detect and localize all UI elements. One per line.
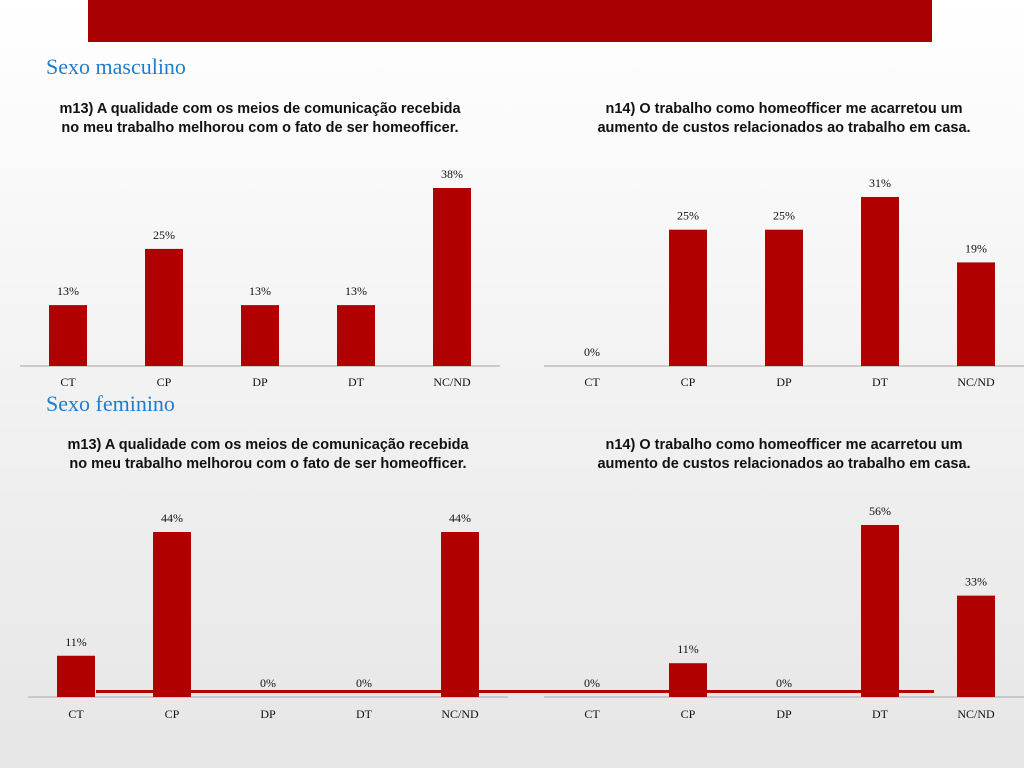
tick-label: DT <box>356 707 373 721</box>
tick-label: DT <box>872 375 889 389</box>
bar-cp <box>669 663 707 697</box>
top-banner <box>88 0 932 42</box>
data-label: 33% <box>965 575 987 589</box>
bar-nc-nd <box>441 532 479 697</box>
chart-title-male-m13: m13) A qualidade com os meios de comunic… <box>59 101 461 136</box>
data-label: 25% <box>677 209 699 223</box>
tick-label: CP <box>165 707 180 721</box>
tick-label: DP <box>260 707 276 721</box>
data-label: 31% <box>869 176 891 190</box>
bar-cp <box>669 229 707 366</box>
bar-cp <box>145 248 183 366</box>
data-label: 44% <box>449 511 471 525</box>
tick-label: CP <box>681 707 696 721</box>
data-label: 0% <box>356 676 372 690</box>
chart-title-female-n14: n14) O trabalho como homeofficer me acar… <box>597 437 971 472</box>
bar-nc-nd <box>957 595 995 697</box>
data-label: 0% <box>584 345 600 359</box>
tick-label: NC/ND <box>433 375 471 389</box>
bar-nc-nd <box>433 188 471 366</box>
data-label: 13% <box>345 284 367 298</box>
bar-cp <box>153 532 191 697</box>
bar-dp <box>241 305 279 366</box>
tick-label: CP <box>681 375 696 389</box>
bar-dp <box>765 229 803 366</box>
data-label: 0% <box>260 676 276 690</box>
section-title-female: Sexo feminino <box>46 391 175 416</box>
tick-label: CT <box>584 707 600 721</box>
tick-label: CT <box>60 375 76 389</box>
data-label: 11% <box>65 635 87 649</box>
data-label: 25% <box>773 209 795 223</box>
data-label: 0% <box>776 676 792 690</box>
bar-dt <box>861 197 899 366</box>
tick-label: CP <box>157 375 172 389</box>
tick-label: NC/ND <box>957 707 995 721</box>
tick-label: DT <box>872 707 889 721</box>
tick-label: DP <box>776 375 792 389</box>
chart-title-female-m13: m13) A qualidade com os meios de comunic… <box>67 437 469 472</box>
bar-nc-nd <box>957 262 995 366</box>
bar-dt <box>861 525 899 697</box>
accent-line <box>96 690 934 693</box>
data-label: 38% <box>441 167 463 181</box>
section-title-male: Sexo masculino <box>46 54 186 79</box>
tick-label: NC/ND <box>441 707 479 721</box>
data-label: 0% <box>584 676 600 690</box>
tick-label: DT <box>348 375 365 389</box>
data-label: 19% <box>965 241 987 255</box>
data-label: 44% <box>161 511 183 525</box>
data-label: 11% <box>677 642 699 656</box>
bar-ct <box>49 305 87 366</box>
tick-label: CT <box>68 707 84 721</box>
tick-label: CT <box>584 375 600 389</box>
chart-title-male-n14: n14) O trabalho como homeofficer me acar… <box>597 101 971 136</box>
bar-ct <box>57 655 95 697</box>
data-label: 13% <box>249 284 271 298</box>
data-label: 25% <box>153 228 175 242</box>
tick-label: DP <box>776 707 792 721</box>
bar-dt <box>337 305 375 366</box>
tick-label: DP <box>252 375 268 389</box>
tick-label: NC/ND <box>957 375 995 389</box>
data-label: 56% <box>869 504 891 518</box>
data-label: 13% <box>57 284 79 298</box>
